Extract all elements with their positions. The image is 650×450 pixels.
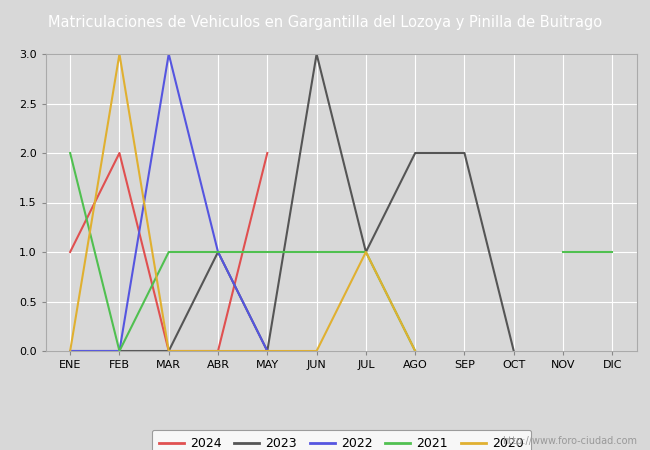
Legend: 2024, 2023, 2022, 2021, 2020: 2024, 2023, 2022, 2021, 2020 bbox=[151, 430, 531, 450]
Text: http://www.foro-ciudad.com: http://www.foro-ciudad.com bbox=[502, 436, 637, 446]
Text: Matriculaciones de Vehiculos en Gargantilla del Lozoya y Pinilla de Buitrago: Matriculaciones de Vehiculos en Garganti… bbox=[48, 15, 602, 30]
